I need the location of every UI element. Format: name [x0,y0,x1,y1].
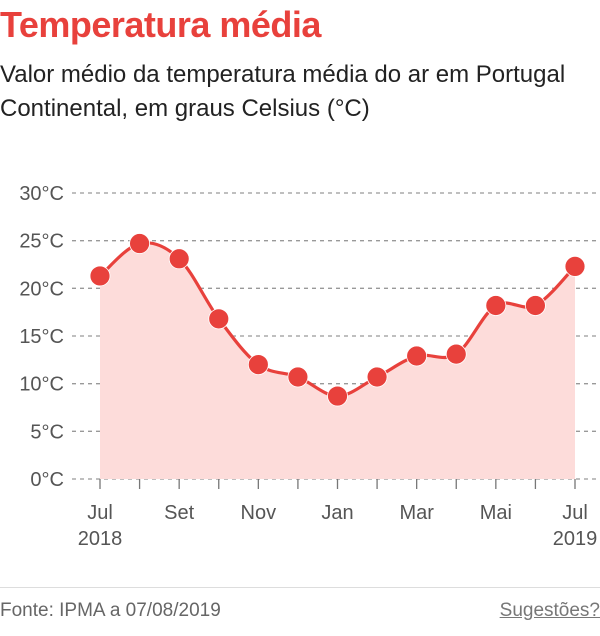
x-tick-label: Jan [321,502,353,524]
data-point [129,233,150,254]
chart-title: Temperatura média [0,4,321,45]
y-tick-label: 30°C [19,183,64,205]
x-tick-label: Set [164,502,194,524]
suggestions-link[interactable]: Sugestões? [499,600,600,621]
data-point [247,354,269,376]
data-point [445,343,467,365]
x-tick-label: Mar [399,502,434,524]
chart-subtitle: Valor médio da temperatura média do ar e… [0,61,566,122]
data-point [287,366,309,388]
data-point [485,295,507,316]
source-note: Fonte: IPMA a 07/08/2019 [0,600,221,621]
data-point [406,345,428,367]
x-tick-label: Jul 2018 [78,502,123,550]
area-fill [100,242,575,479]
data-point [366,366,388,388]
data-point [327,385,348,407]
y-tick-label: 25°C [19,231,64,253]
point-layer [89,233,586,407]
x-tick-label: Mai [480,502,512,524]
data-point [208,308,230,330]
temperature-chart: 0°C 5°C 10°C 15°C 20°C 25°C 30°C Jul 2018 Set Nov J… [19,183,600,550]
data-point [168,248,190,270]
y-tick-label: 10°C [19,374,64,396]
footer-divider [0,587,600,588]
axis-layer: 0°C 5°C 10°C 15°C 20°C 25°C 30°C Jul 2018 Set Nov J… [19,183,597,550]
data-point [564,256,586,277]
x-tick-label: Nov [241,502,277,524]
y-tick-label: 0°C [30,469,64,491]
area-layer [100,242,575,479]
y-tick-label: 20°C [19,278,64,300]
x-tick-label: Jul 2019 [553,502,598,550]
data-point [525,295,546,316]
y-tick-label: 5°C [30,421,64,443]
y-tick-label: 15°C [19,326,64,348]
data-point [89,265,111,287]
